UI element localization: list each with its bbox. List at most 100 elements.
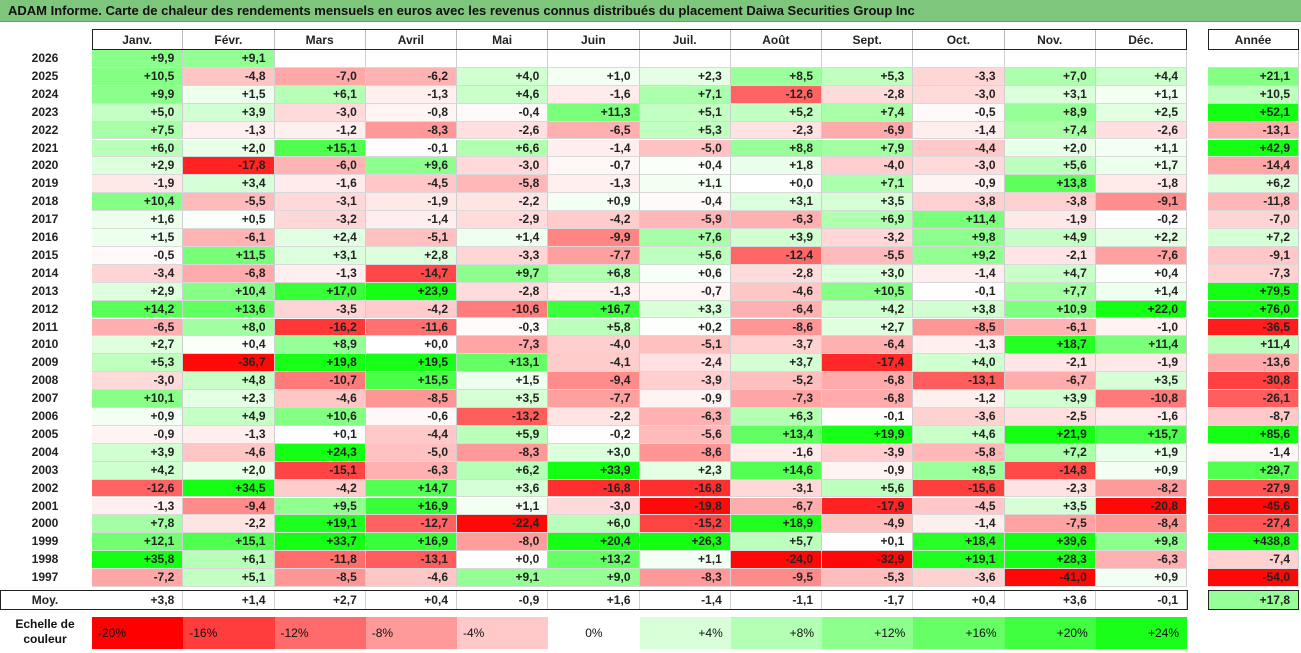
heatmap-cell: -3,3: [913, 67, 1005, 86]
heatmap-cell: +7,9: [822, 139, 914, 158]
heatmap-cell: +1,5: [183, 85, 275, 104]
heatmap-cell: -6,3: [730, 211, 822, 229]
heatmap-cell: -1,6: [548, 85, 640, 104]
annual-cell: +52,1: [1208, 103, 1299, 122]
year-label: 2003: [31, 462, 59, 477]
year-label: 2021: [31, 140, 59, 155]
heatmap-cell: +3,9: [92, 443, 184, 462]
heatmap-cell: -3,1: [730, 479, 822, 498]
heatmap-cell: +6,0: [92, 139, 184, 158]
heatmap-cell: -6,1: [1004, 318, 1096, 337]
heatmap-cell: -1,3: [913, 336, 1005, 355]
heatmap-cell: +22,0: [1095, 300, 1187, 319]
heatmap-cell: -3,8: [913, 193, 1005, 212]
heatmap-cell: -2,1: [1004, 354, 1096, 373]
annual-cell: -13,1: [1208, 121, 1299, 140]
heatmap-cell: -0,1: [365, 139, 457, 158]
heatmap-cell: +16,9: [365, 497, 457, 516]
year-label: 2025: [31, 68, 59, 83]
month-header: Déc.: [1096, 30, 1187, 50]
heatmap-cell: +3,5: [1004, 497, 1096, 516]
heatmap-cell: -6,2: [365, 67, 457, 86]
heatmap-cell: +34,5: [183, 479, 275, 498]
heatmap-cell: +5,6: [822, 479, 914, 498]
heatmap-cell: -9,4: [183, 497, 275, 516]
heatmap-cell: -14,8: [1004, 461, 1096, 480]
heatmap-cell: +0,0: [365, 336, 457, 355]
heatmap-cell: [1095, 50, 1187, 68]
heatmap-cell: +0,6: [639, 264, 731, 283]
heatmap-cell: -1,9: [92, 175, 184, 194]
heatmap-cell: -0,7: [548, 157, 640, 176]
heatmap-cell: +0,4: [1095, 264, 1187, 283]
heatmap-cell: -2,8: [822, 85, 914, 104]
heatmap-cell: +2,9: [92, 157, 184, 176]
heatmap-cell: +5,9: [457, 425, 549, 444]
heatmap-cell: -4,6: [730, 282, 822, 301]
heatmap-cell: +5,6: [639, 246, 731, 265]
heatmap-cell: -32,9: [822, 551, 914, 570]
heatmap-cell: -2,9: [457, 211, 549, 229]
heatmap-cell: +9,2: [913, 246, 1005, 265]
heatmap-cell: -1,3: [548, 175, 640, 194]
heatmap-cell: +19,8: [274, 354, 366, 373]
heatmap-cell: -3,0: [913, 157, 1005, 176]
year-label: 1999: [31, 534, 59, 549]
heatmap-cell: +13,4: [730, 425, 822, 444]
heatmap-cell: +2,2: [1095, 229, 1187, 247]
heatmap-cell: -17,8: [183, 157, 275, 176]
heatmap-cell: +4,6: [457, 85, 549, 104]
heatmap-cell: -2,8: [457, 282, 549, 301]
heatmap-cell: +7,1: [639, 85, 731, 104]
heatmap-cell: -8,5: [274, 569, 366, 587]
heatmap-cell: +4,2: [822, 300, 914, 319]
heatmap-cell: -2,2: [457, 193, 549, 212]
heatmap-cell: -17,4: [822, 354, 914, 373]
heatmap-cell: +6,1: [183, 551, 275, 570]
heatmap-cell: -1,3: [548, 282, 640, 301]
heatmap-cell: -5,1: [639, 336, 731, 355]
heatmap-cell: -36,7: [183, 354, 275, 373]
heatmap-cell: +9,8: [913, 229, 1005, 247]
heatmap-cell: +21,9: [1004, 425, 1096, 444]
month-header: Mars: [275, 30, 366, 50]
heatmap-cell: +3,1: [274, 246, 366, 265]
heatmap-cell: +5,1: [183, 569, 275, 587]
heatmap-cell: -3,3: [457, 246, 549, 265]
heatmap-cell: -2,2: [183, 515, 275, 534]
heatmap-cell: +4,7: [1004, 264, 1096, 283]
heatmap-cell: -7,5: [1004, 515, 1096, 534]
year-label: 2016: [31, 230, 59, 244]
heatmap-cell: -3,6: [913, 569, 1005, 587]
year-label: 2009: [31, 355, 59, 370]
heatmap-cell: -0,2: [1095, 211, 1187, 229]
annual-cell: -27,9: [1208, 479, 1299, 498]
heatmap-cell: -0,9: [913, 175, 1005, 194]
heatmap-cell: +8,5: [913, 461, 1005, 480]
heatmap-cell: -4,6: [183, 443, 275, 462]
heatmap-cell: +2,7: [92, 336, 184, 355]
heatmap-cell: +1,1: [1095, 139, 1187, 158]
heatmap-cell: -6,8: [183, 264, 275, 283]
annual-cell: -13,6: [1208, 354, 1299, 373]
heatmap-cell: -8,5: [913, 318, 1005, 337]
heatmap-cell: -13,1: [365, 551, 457, 570]
annual-cell: +85,6: [1208, 425, 1299, 444]
heatmap-cell: [730, 50, 822, 68]
heatmap-cell: -4,1: [548, 354, 640, 373]
heatmap-cell: +3,0: [548, 443, 640, 462]
heatmap-cell: +4,0: [457, 67, 549, 86]
heatmap-cell: +10,1: [92, 390, 184, 408]
heatmap-cell: -8,4: [1095, 515, 1187, 534]
heatmap-cell: +8,0: [183, 318, 275, 337]
heatmap-cell: -3,0: [274, 103, 366, 122]
color-scale-step: +4%: [639, 617, 731, 649]
heatmap-cell: +9,1: [183, 50, 275, 68]
heatmap-cell: +8,9: [274, 336, 366, 355]
annual-cell: -11,8: [1208, 193, 1299, 212]
heatmap-cell: +4,6: [913, 425, 1005, 444]
heatmap-cell: -1,3: [274, 264, 366, 283]
average-cell: +1,4: [183, 590, 275, 610]
heatmap-cell: +1,5: [457, 372, 549, 391]
heatmap-cell: +2,0: [1004, 139, 1096, 158]
